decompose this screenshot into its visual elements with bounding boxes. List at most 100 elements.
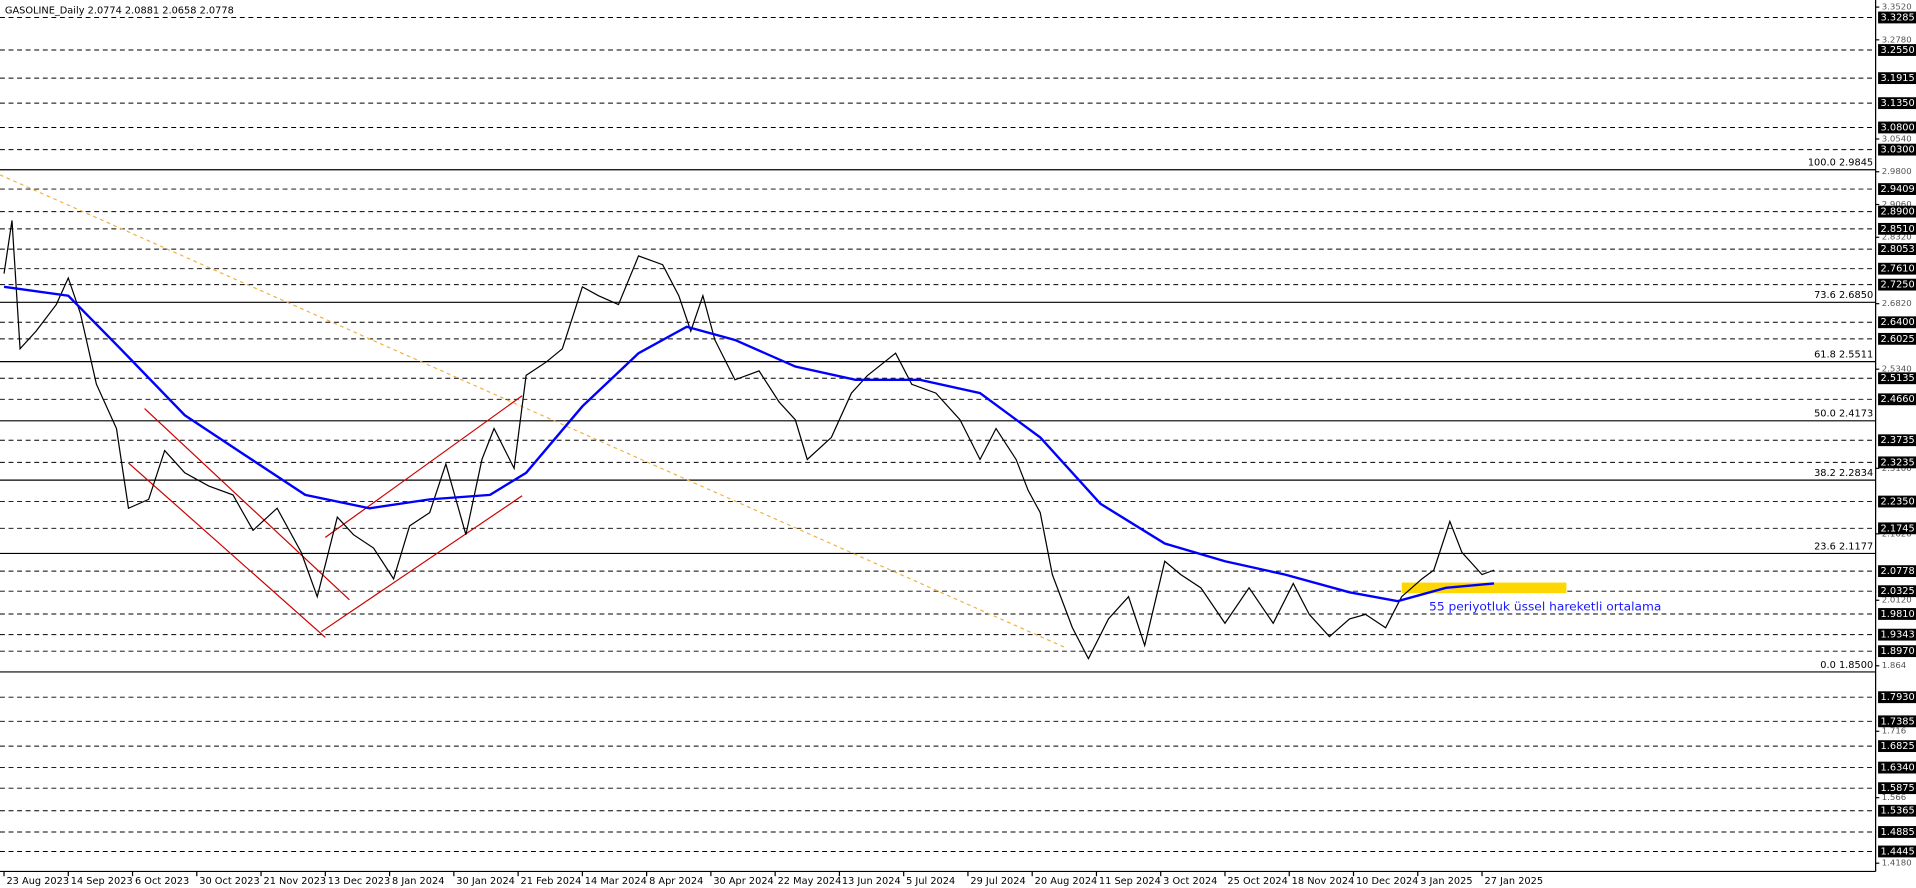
level-label: 1.4445 — [1881, 847, 1915, 858]
x-tick-label: 30 Oct 2023 — [199, 876, 259, 887]
level-label-box — [1878, 316, 1916, 329]
y-tick-label: 1.716 — [1882, 726, 1907, 736]
annotation: 55 periyotluk üssel hareketli ortalama — [1429, 600, 1661, 614]
x-tick-label: 13 Dec 2023 — [328, 876, 390, 887]
level-label-box — [1878, 262, 1916, 275]
level-label: 2.0325 — [1881, 586, 1915, 597]
level-label: 2.9409 — [1881, 184, 1915, 195]
x-tick-label: 14 Sep 2023 — [71, 876, 133, 887]
level-label: 3.0800 — [1881, 123, 1915, 134]
level-label-box — [1878, 845, 1916, 858]
level-label-box — [1878, 715, 1916, 728]
price-zone — [1401, 582, 1567, 594]
x-tick-label: 23 Aug 2023 — [6, 876, 69, 887]
level-label: 2.8900 — [1881, 207, 1915, 218]
fib-label: 61.8 2.5511 — [1814, 350, 1873, 361]
x-tick-label: 18 Nov 2024 — [1292, 876, 1355, 887]
level-label: 2.6400 — [1881, 317, 1915, 328]
level-label: 1.9810 — [1881, 609, 1915, 620]
y-tick-label: 1.4180 — [1882, 858, 1912, 868]
level-label-box — [1878, 183, 1916, 195]
level-label-box — [1878, 393, 1916, 406]
moving-average — [3, 285, 1495, 603]
level-label-box — [1878, 456, 1916, 469]
level-label-box — [1878, 434, 1916, 447]
fib-label: 0.0 1.8500 — [1820, 660, 1873, 671]
fib-label: 73.6 2.6850 — [1814, 290, 1873, 301]
fib-label: 38.2 2.2834 — [1814, 468, 1873, 479]
level-label: 3.0300 — [1881, 145, 1915, 156]
level-label-box — [1878, 143, 1916, 156]
x-tick-label: 30 Apr 2024 — [713, 876, 773, 887]
y-tick-label: 2.9800 — [1882, 166, 1912, 176]
x-tick-label: 30 Jan 2024 — [456, 876, 515, 887]
x-tick-label: 3 Oct 2024 — [1163, 876, 1217, 887]
level-label: 2.0778 — [1881, 566, 1915, 577]
trendline — [128, 462, 326, 638]
level-label-box — [1878, 44, 1916, 56]
level-label: 1.5875 — [1881, 783, 1915, 794]
level-label-box — [1878, 72, 1916, 85]
level-label-box — [1878, 222, 1916, 235]
level-label: 2.8510 — [1881, 224, 1915, 235]
level-label-box — [1878, 565, 1916, 578]
level-label: 3.3285 — [1881, 13, 1915, 24]
level-label: 3.1915 — [1881, 73, 1915, 84]
fib-label: 50.0 2.4173 — [1814, 409, 1873, 420]
level-label-box — [1878, 522, 1916, 535]
level-label: 2.2350 — [1881, 497, 1915, 508]
y-tick-label: 3.0540 — [1882, 134, 1912, 144]
trendline — [324, 395, 523, 538]
fib-label: 100.0 2.9845 — [1808, 158, 1873, 169]
x-tick-label: 13 Jun 2024 — [842, 876, 901, 887]
level-label-box — [1878, 826, 1916, 838]
y-tick-label: 3.3520 — [1882, 2, 1912, 12]
level-label-box — [1878, 495, 1916, 508]
level-label-box — [1878, 121, 1916, 134]
level-label-box — [1878, 372, 1916, 385]
x-tick-label: 8 Apr 2024 — [649, 876, 703, 887]
level-label-box — [1878, 608, 1916, 620]
x-tick-label: 27 Jan 2025 — [1484, 876, 1543, 887]
y-tick-label: 2.8320 — [1882, 232, 1912, 242]
y-tick-label: 2.9060 — [1882, 199, 1912, 209]
x-tick-label: 5 Jul 2024 — [906, 876, 955, 887]
level-label-box — [1878, 740, 1916, 753]
level-label: 2.7610 — [1881, 264, 1915, 275]
level-label: 1.6340 — [1881, 763, 1915, 774]
y-tick-label: 3.2780 — [1882, 34, 1912, 44]
level-label: 3.1350 — [1881, 98, 1915, 109]
level-label-box — [1878, 782, 1916, 795]
level-label: 3.2550 — [1881, 45, 1915, 56]
level-label: 1.8970 — [1881, 646, 1915, 657]
level-label: 1.6825 — [1881, 741, 1915, 752]
level-label-box — [1878, 585, 1916, 598]
level-label: 2.7250 — [1881, 280, 1915, 291]
y-tick-label: 1.566 — [1882, 792, 1907, 802]
level-label-box — [1878, 243, 1916, 255]
level-label: 1.9343 — [1881, 630, 1915, 641]
x-tick-label: 25 Oct 2024 — [1227, 876, 1287, 887]
fib-label: 23.6 2.1177 — [1814, 541, 1873, 552]
level-label-box — [1878, 804, 1916, 817]
x-tick-label: 21 Feb 2024 — [521, 876, 582, 887]
level-label-box — [1878, 761, 1916, 774]
level-label: 1.4885 — [1881, 827, 1915, 838]
level-label-box — [1878, 691, 1916, 704]
x-tick-label: 8 Jan 2024 — [392, 876, 444, 887]
level-label: 2.6025 — [1881, 334, 1915, 345]
x-tick-label: 20 Aug 2024 — [1035, 876, 1098, 887]
y-tick-label: 2.0120 — [1882, 595, 1912, 605]
x-tick-label: 6 Oct 2023 — [135, 876, 189, 887]
level-label: 1.7385 — [1881, 716, 1915, 727]
level-label: 2.5135 — [1881, 373, 1915, 384]
level-label-box — [1878, 205, 1916, 218]
x-tick-label: 3 Jan 2025 — [1420, 876, 1472, 887]
trendline — [144, 408, 350, 601]
level-label: 1.7930 — [1881, 692, 1915, 703]
level-label: 1.5365 — [1881, 806, 1915, 817]
x-tick-label: 14 Mar 2024 — [585, 876, 647, 887]
x-tick-label: 29 Jul 2024 — [970, 876, 1025, 887]
